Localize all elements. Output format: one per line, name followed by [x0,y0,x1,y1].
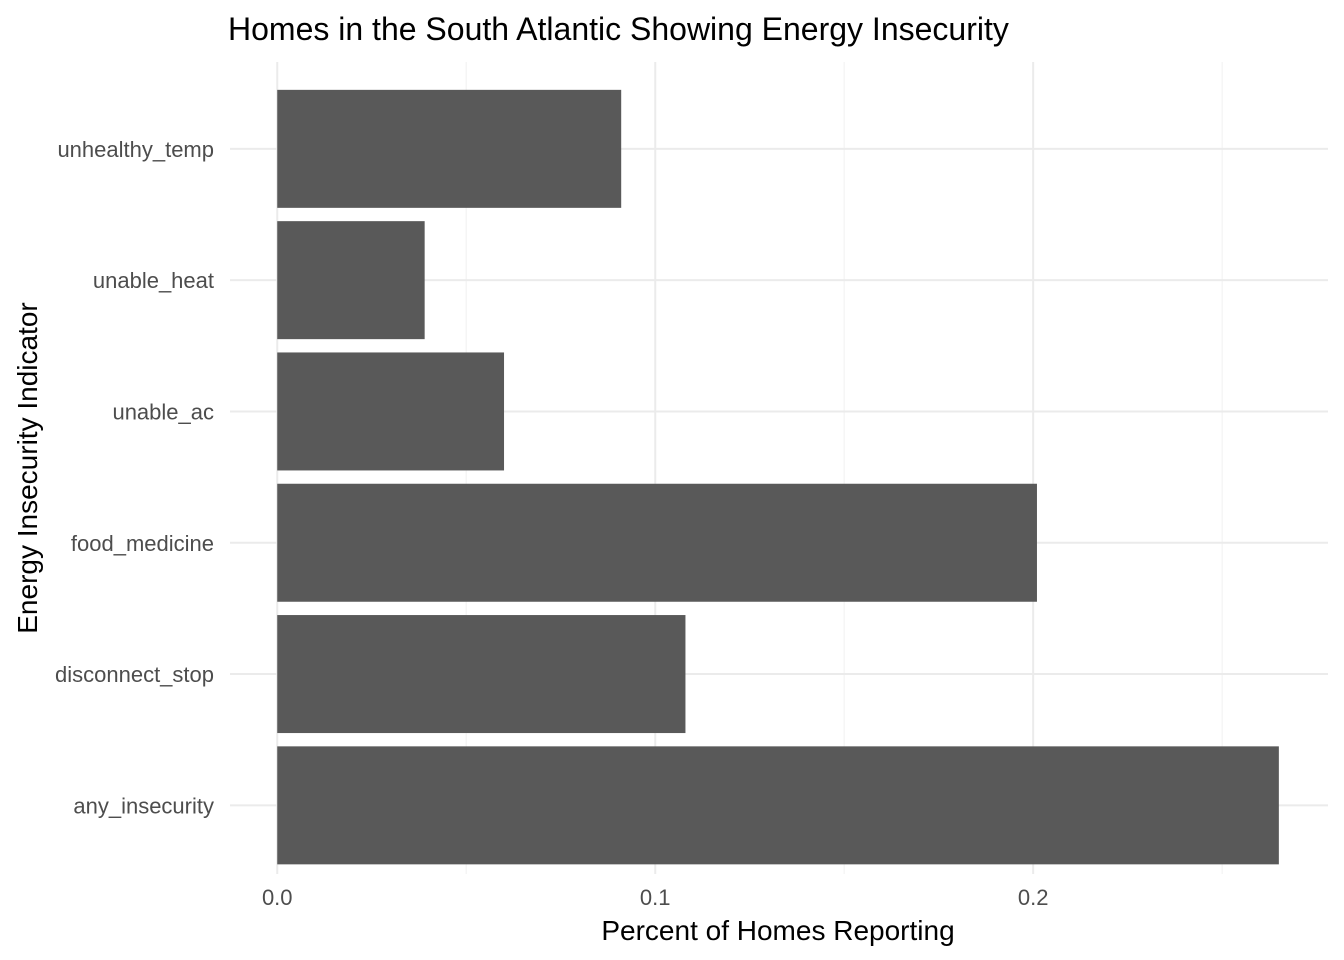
y-tick-label: unable_heat [93,268,214,293]
y-tick-label: unable_ac [112,399,214,424]
x-tick-label: 0.1 [640,885,671,910]
x-tick-label: 0.0 [262,885,293,910]
y-tick-label: any_insecurity [73,793,214,818]
y-tick-label: food_medicine [71,531,214,556]
bar-unable-ac [277,352,505,471]
x-tick-label: 0.2 [1018,885,1049,910]
x-tick-labels: 0.0 0.1 0.2 [262,885,1049,910]
y-tick-labels: any_insecurity disconnect_stop food_medici… [55,137,214,818]
chart-title: Homes in the South Atlantic Showing Ener… [228,11,1009,47]
bar-any-insecurity [277,746,1279,865]
y-axis-title: Energy Insecurity Indicator [12,302,43,634]
x-axis-title: Percent of Homes Reporting [601,915,954,946]
y-tick-label: disconnect_stop [55,662,214,687]
bars-layer [277,89,1279,865]
bar-food-medicine [277,483,1037,602]
bar-unable-heat [277,221,425,340]
bar-disconnect-stop [277,615,686,734]
y-tick-label: unhealthy_temp [57,137,214,162]
bar-unhealthy-temp [277,89,622,208]
